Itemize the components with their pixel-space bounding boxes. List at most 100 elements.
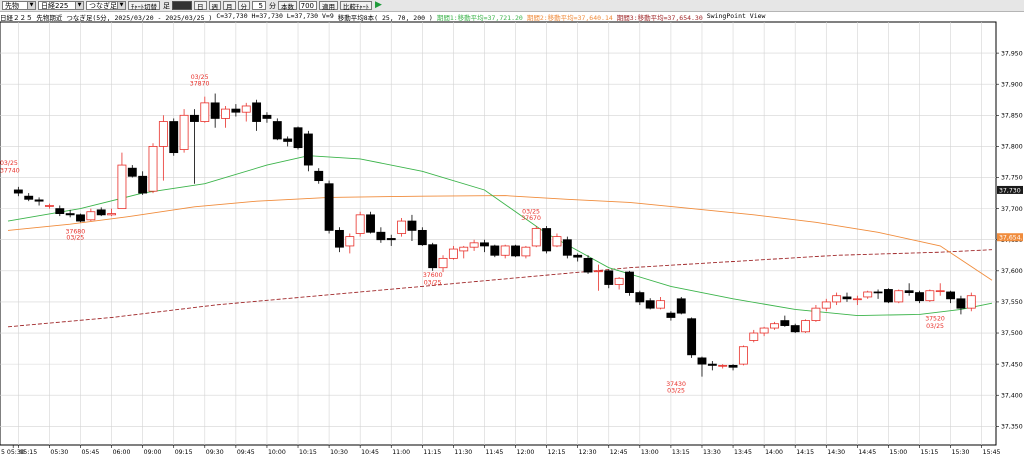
plot-area [0, 21, 997, 446]
swing-label: 03/25 [66, 235, 84, 242]
x-tick-label: 13:00 [641, 449, 659, 456]
candle-down [428, 244, 438, 269]
y-tick-label: 37,550 [1001, 299, 1023, 306]
x-tick-label: 09:00 [144, 449, 162, 456]
y-tick-label: 37,950 [1001, 50, 1023, 57]
candle-down [780, 320, 790, 326]
instrument-type-value: 先物 [5, 1, 19, 10]
candle-up [852, 298, 862, 301]
candle-up [148, 146, 158, 192]
minute-input[interactable]: 5 [252, 1, 266, 10]
candle-up [345, 236, 355, 247]
x-tick-label: 15:45 [983, 449, 1001, 456]
candle-down [480, 242, 489, 247]
candle-down [314, 170, 324, 182]
day-button[interactable]: 日 [194, 1, 207, 11]
week-button[interactable]: 週 [208, 1, 221, 11]
y-tick-label: 37,400 [1001, 392, 1023, 399]
ma-long-value: 期間3:移動平均=37,654.30 [616, 14, 703, 22]
toolbar: 先物 ▼ 日経225 ▼ つなぎ足 ▼ ﾁｬｰﾄ切替 足 日 週 月 分 5 分 本数… [0, 0, 1024, 12]
y-tick-label: 37,800 [1001, 144, 1023, 151]
apply-button[interactable]: 適用 [319, 1, 338, 11]
ohlc-info: C=37,730 H=37,730 L=37,730 V=9 [216, 12, 334, 20]
swing-label: 03/25 [522, 209, 540, 216]
swing-label: 03/25 [191, 74, 209, 81]
candle-down [625, 271, 634, 293]
x-tick-label: 14:45 [858, 449, 876, 456]
candle-down [386, 238, 396, 241]
candle-down [697, 357, 707, 365]
candle-down [127, 167, 137, 177]
instrument-select[interactable]: 日経225 ▼ [38, 1, 84, 10]
candle-up [966, 295, 976, 309]
candle-up [821, 301, 831, 309]
candle-down [210, 102, 220, 119]
ma-settings-info: 移動平均8本( 25, 70, 200 ) [337, 14, 433, 22]
instrument-value: 日経225 [41, 1, 69, 10]
ma-mid-value: 期間2:移動平均=37,640.14 [526, 14, 613, 22]
candle-down [324, 183, 334, 231]
candle-down [542, 228, 552, 252]
bar-count-input[interactable]: 700 [299, 1, 317, 10]
bar-count-button[interactable]: 本数 [278, 1, 297, 11]
candle-down [190, 114, 199, 122]
candle-up [200, 102, 210, 122]
x-tick-label: 15:30 [952, 449, 970, 456]
candle-down [283, 138, 293, 142]
play-icon[interactable]: ▶ [375, 0, 382, 10]
candle-down [490, 245, 500, 256]
chart-switch-button[interactable]: ﾁｬｰﾄ切替 [128, 1, 160, 11]
continuation-select[interactable]: つなぎ足 ▼ [86, 1, 126, 10]
instrument-type-select[interactable]: 先物 ▼ [2, 1, 36, 10]
x-tick-label: 09:30 [206, 449, 224, 456]
candle-down [883, 289, 893, 303]
x-tick-label: 12:45 [610, 449, 628, 456]
candle-down [562, 239, 572, 256]
candle-up [925, 290, 935, 302]
candle-down [645, 300, 655, 309]
candle-down [169, 121, 179, 154]
swing-label: 37520 [925, 316, 945, 323]
candle-up [770, 323, 779, 329]
chart-info-bar: 日経２２５ 先物期近 つなぎ足(5分, 2025/03/20 - 2025/03… [0, 12, 769, 22]
minute-button[interactable]: 分 [237, 1, 250, 11]
swing-label: 37740 [0, 168, 20, 175]
candle-down [303, 133, 313, 166]
candle-up [801, 320, 810, 333]
y-tick-label: 37,350 [1001, 424, 1023, 431]
candle-down [231, 108, 241, 113]
x-tick-label: 10:15 [299, 449, 317, 456]
candle-up [593, 270, 603, 273]
compare-chart-button[interactable]: 比較ﾁｬｰﾄ [340, 1, 372, 11]
candle-down [272, 121, 282, 140]
ma-price-tag [997, 233, 1023, 242]
x-tick-label: 15:00 [889, 449, 907, 456]
candle-up [107, 213, 117, 216]
candle-down [904, 290, 914, 293]
candle-up [531, 228, 541, 247]
y-tick-label: 37,900 [1001, 81, 1023, 88]
swing-label: 37680 [65, 229, 85, 236]
candle-down [335, 229, 344, 248]
bar-type-swatch[interactable] [172, 1, 192, 10]
swing-label: 03/25 [926, 323, 944, 330]
candle-down [687, 318, 697, 356]
x-tick-label: 14:30 [827, 449, 845, 456]
x-tick-label: 11:45 [485, 449, 503, 456]
candle-up [117, 164, 127, 210]
candle-up [863, 291, 873, 298]
candle-up [44, 205, 54, 207]
ma-short-value: 期間1:移動平均=37,721.20 [436, 14, 523, 22]
candle-up [448, 248, 458, 259]
candle-down [676, 298, 686, 314]
swing-label: 03/25 [424, 280, 442, 287]
x-tick-label: 06:00 [113, 449, 131, 456]
candle-up [459, 246, 469, 252]
candle-down [76, 214, 85, 222]
month-button[interactable]: 月 [223, 1, 236, 11]
candle-down [417, 229, 427, 246]
candle-up [500, 245, 510, 256]
candle-down [583, 257, 593, 273]
candle-down [96, 209, 106, 216]
